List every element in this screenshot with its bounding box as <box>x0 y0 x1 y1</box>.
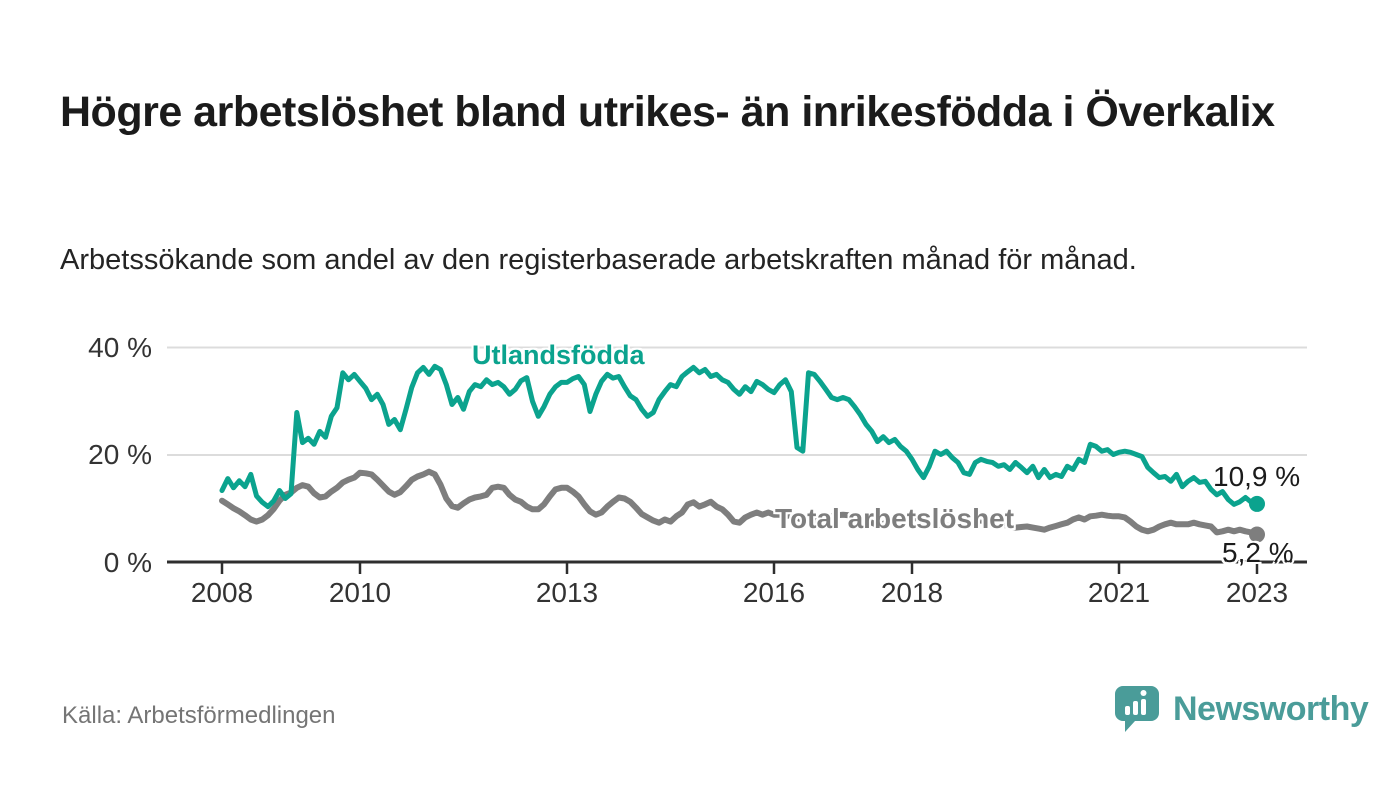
y-axis-tick-label: 40 % <box>88 331 152 363</box>
series-end-dot-0 <box>1249 495 1265 512</box>
x-axis-tick-label: 2023 <box>1225 577 1289 608</box>
newsworthy-wordmark: Newsworthy <box>1173 689 1369 728</box>
newsworthy-bubble-chart-icon <box>1115 686 1159 732</box>
newsworthy-logo: Newsworthy <box>1113 684 1369 734</box>
source-note: Källa: Arbetsförmedlingen <box>62 702 336 729</box>
end-value-label-utlandsfodda: 10,9 % <box>1213 461 1301 492</box>
page-subtitle: Arbetssökande som andel av den registerb… <box>60 244 1137 276</box>
y-axis-tick-label: 20 % <box>88 439 152 470</box>
x-axis-tick-label: 2018 <box>880 577 944 608</box>
x-axis-tick-label: 2016 <box>742 577 806 608</box>
x-axis-tick-label: 2008 <box>190 577 254 608</box>
series-label-total-arbetsloshet: Total arbetslöshet <box>775 503 1015 534</box>
series-end-dot-1 <box>1249 526 1265 543</box>
page-title: Högre arbetslöshet bland utrikes- än inr… <box>60 87 1275 136</box>
end-value-label-total: 5,2 % <box>1222 537 1294 568</box>
series-label-utlandsfodda: Utlandsfödda <box>472 340 645 370</box>
series-line-1 <box>219 468 1260 538</box>
x-axis-tick-label: 2021 <box>1087 577 1151 608</box>
y-axis-tick-label: 0 % <box>103 546 152 578</box>
x-axis-tick-label: 2013 <box>535 577 599 608</box>
x-axis-tick-label: 2010 <box>328 577 392 608</box>
series-line-0 <box>219 363 1260 510</box>
